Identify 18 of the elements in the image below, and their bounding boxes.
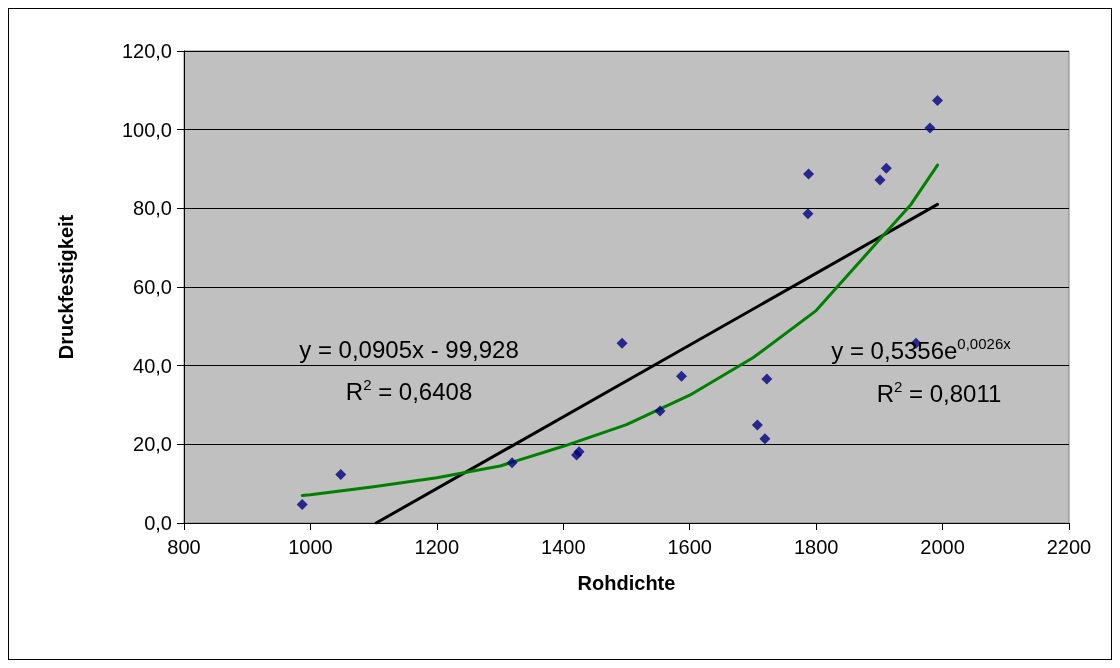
y-tick-label: 120,0: [121, 40, 172, 62]
y-tick-label: 40,0: [133, 354, 172, 377]
y-axis-title: Druckfestigkeit: [55, 214, 77, 360]
x-tick-label: 1000: [288, 536, 333, 558]
y-tick-label: 60,0: [133, 276, 172, 298]
x-tick-label: 800: [167, 536, 201, 558]
x-tick-label: 2200: [1046, 536, 1092, 558]
y-tick-label: 100,0: [121, 118, 172, 141]
y-tick-label: 80,0: [133, 197, 172, 220]
x-tick-label: 1200: [414, 536, 460, 558]
x-tick-label: 1800: [793, 536, 839, 558]
y-tick-label: 20,0: [133, 433, 172, 456]
y-tick-label: 0,0: [144, 512, 172, 534]
x-axis-title: Rohdichte: [577, 572, 676, 594]
x-tick-label: 2000: [920, 536, 965, 558]
annotation: y = 0,0905x - 99,928: [299, 335, 519, 363]
x-tick-label: 1400: [541, 536, 586, 558]
x-tick-label: 1600: [667, 536, 712, 558]
